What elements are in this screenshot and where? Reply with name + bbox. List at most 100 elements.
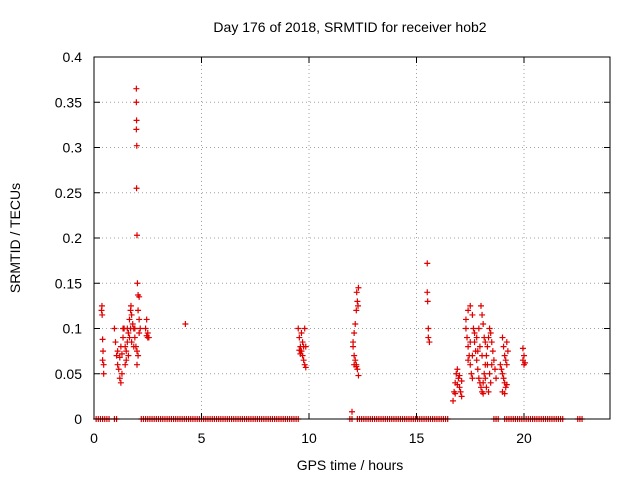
data-point: [454, 366, 461, 373]
data-point: [424, 298, 431, 305]
data-point: [123, 357, 130, 364]
data-point: [353, 363, 360, 370]
data-point: [486, 370, 493, 377]
data-point: [469, 311, 476, 318]
data-point: [498, 366, 505, 373]
data-point: [470, 325, 477, 332]
chart-title: Day 176 of 2018, SRMTID for receiver hob…: [213, 19, 486, 35]
data-point: [457, 388, 464, 395]
data-point: [493, 375, 500, 382]
data-point: [99, 357, 106, 364]
data-point: [482, 375, 489, 382]
y-tick-label: 0: [74, 411, 82, 427]
data-point: [182, 320, 189, 327]
data-point: [501, 390, 508, 397]
data-point: [114, 361, 121, 368]
data-point: [142, 325, 149, 332]
data-point: [131, 325, 138, 332]
data-point: [478, 384, 484, 391]
data-point: [462, 325, 469, 332]
data-point: [489, 348, 496, 355]
data-point: [456, 372, 463, 379]
data-point: [481, 370, 488, 377]
data-point: [115, 366, 122, 373]
data-point: [479, 311, 486, 318]
x-tick-label: 10: [301, 430, 317, 446]
data-point: [133, 126, 140, 133]
data-point: [114, 348, 121, 355]
data-point: [99, 311, 106, 318]
data-point: [483, 384, 490, 391]
data-point: [99, 336, 106, 343]
data-point: [500, 343, 507, 350]
data-point: [125, 330, 132, 337]
data-point: [134, 348, 140, 355]
data-point: [128, 311, 135, 318]
data-point: [465, 343, 472, 350]
data-point: [454, 381, 461, 388]
data-point: [131, 334, 138, 341]
data-point: [488, 361, 495, 368]
y-tick-label: 0.35: [55, 94, 82, 110]
data-point: [519, 345, 526, 352]
data-point: [487, 330, 494, 337]
data-point: [480, 320, 487, 327]
data-points: [98, 85, 529, 415]
data-point: [100, 370, 107, 377]
data-point: [299, 339, 306, 346]
data-point: [469, 375, 476, 382]
data-point: [469, 352, 476, 359]
data-point: [503, 361, 510, 368]
data-point: [130, 343, 137, 350]
data-point: [125, 352, 132, 359]
data-point: [474, 366, 481, 373]
y-tick-label: 0.3: [63, 140, 83, 156]
data-point: [144, 334, 151, 341]
data-point: [476, 343, 483, 350]
y-tick-label: 0.25: [55, 185, 82, 201]
data-point: [135, 352, 142, 359]
data-point: [133, 99, 140, 106]
data-point: [116, 375, 123, 382]
grid: [94, 57, 610, 419]
data-point: [503, 339, 510, 346]
data-point: [479, 352, 486, 359]
data-point: [480, 379, 487, 386]
data-point: [424, 260, 431, 267]
data-point: [491, 366, 498, 373]
y-tick-labels: 0 0.05 0.1 0.15 0.2 0.25 0.3 0.35 0.4: [55, 49, 82, 427]
data-point: [127, 302, 134, 309]
data-point: [137, 325, 144, 332]
data-point: [497, 361, 504, 368]
y-tick-label: 0.2: [63, 230, 83, 246]
data-point: [482, 339, 489, 346]
x-tick-label: 20: [516, 430, 532, 446]
x-tick-label: 5: [198, 430, 206, 446]
y-tick-label: 0.15: [55, 275, 82, 291]
data-point: [355, 372, 362, 379]
data-point: [136, 293, 143, 300]
data-point: [123, 348, 130, 355]
data-point: [135, 307, 142, 314]
data-point: [352, 320, 359, 327]
data-point: [452, 390, 459, 397]
data-point: [134, 232, 140, 239]
data-point: [300, 357, 307, 364]
data-point: [486, 325, 493, 332]
data-point: [298, 330, 305, 337]
data-point: [302, 364, 309, 371]
data-point: [134, 361, 140, 368]
data-point: [136, 316, 143, 323]
data-point: [450, 397, 457, 404]
data-point: [521, 352, 527, 359]
data-point: [355, 284, 362, 291]
data-point: [353, 289, 360, 296]
data-point: [98, 302, 105, 309]
data-point: [353, 307, 360, 314]
data-point: [297, 350, 304, 357]
data-point: [118, 370, 125, 377]
data-point: [499, 334, 506, 341]
data-point: [296, 347, 303, 354]
data-point: [467, 302, 474, 309]
